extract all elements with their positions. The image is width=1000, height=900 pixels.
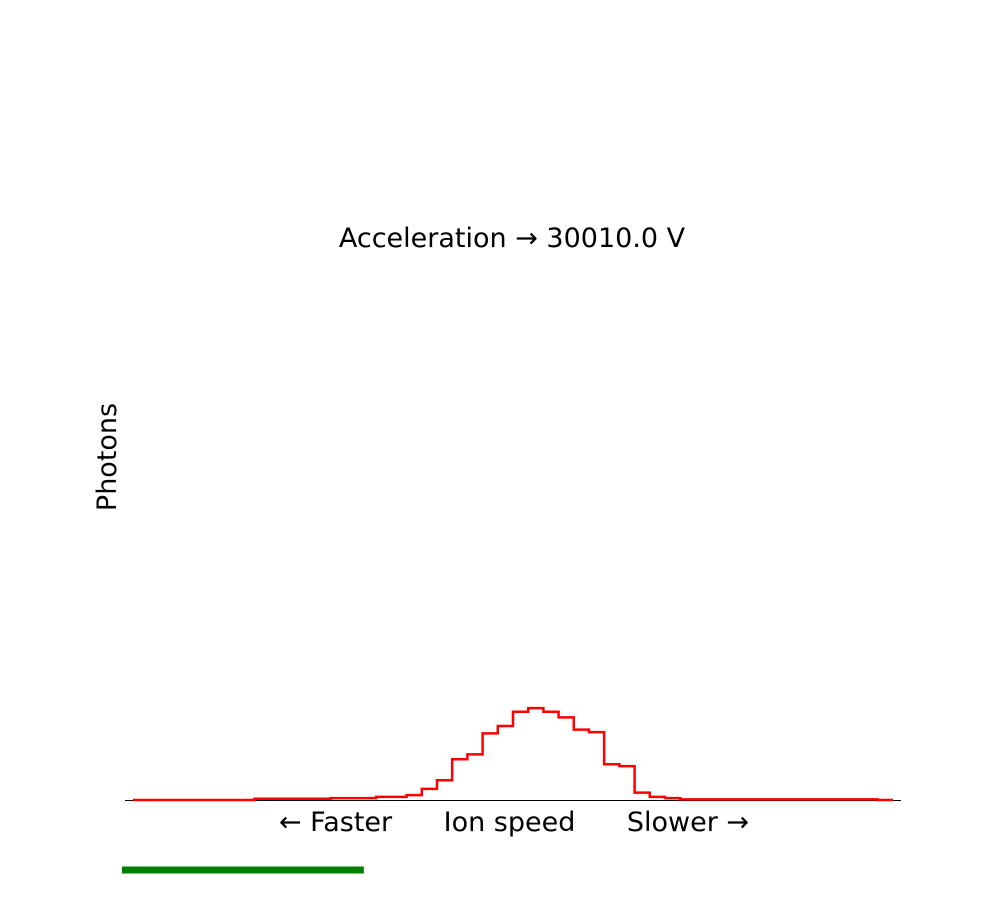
- chart-title: Acceleration → 30010.0 V: [339, 223, 686, 254]
- series-layer: [133, 706, 893, 802]
- y-axis-label: Photons: [92, 403, 123, 511]
- progress-bar: [122, 866, 364, 874]
- x-axis-label: ← Faster Ion speed Slower →: [279, 807, 749, 838]
- series-line-0: [133, 706, 893, 802]
